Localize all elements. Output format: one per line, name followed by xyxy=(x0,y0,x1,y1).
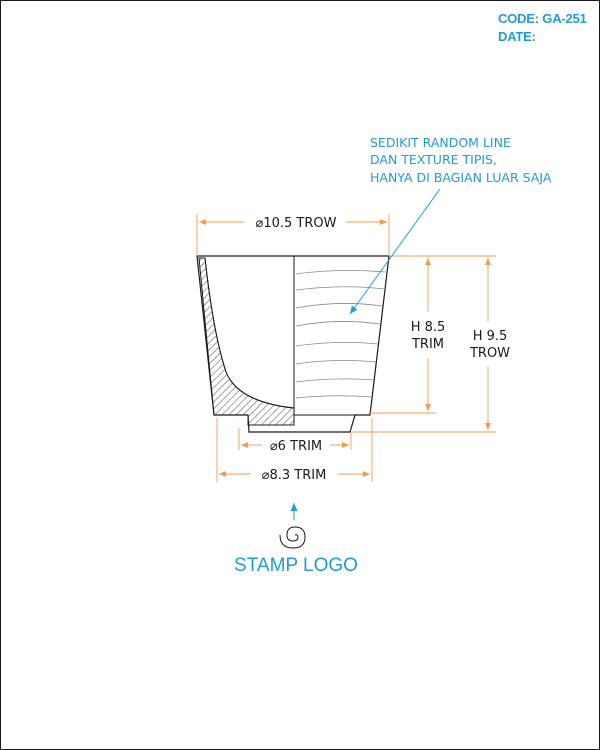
height-trow-value: H 9.5 xyxy=(473,329,508,344)
dim-height-trim xyxy=(370,255,436,414)
height-trim-value: H 8.5 xyxy=(411,320,446,335)
dim-base-diameter xyxy=(216,418,373,482)
top-diameter-label: ⌀10.5 TROW xyxy=(256,216,337,231)
foot-diameter-label: ⌀6 TRIM xyxy=(270,439,322,454)
dim-top-diameter xyxy=(196,214,390,256)
height-trim-unit: TRIM xyxy=(411,337,444,352)
note-leader-arrow xyxy=(349,188,441,315)
code-label: CODE: GA-251 xyxy=(498,11,587,26)
date-label: DATE: xyxy=(498,29,536,44)
texture-note-line-1: SEDIKIT RANDOM LINE xyxy=(370,135,511,150)
title-block: CODE: GA-251 DATE: xyxy=(498,10,594,46)
spiral-stamp-icon xyxy=(279,526,306,549)
base-diameter-label: ⌀8.3 TRIM xyxy=(262,468,327,483)
stamp-logo-label: STAMP LOGO xyxy=(234,555,358,576)
texture-note-line-3: HANYA DI BAGIAN LUAR SAJA xyxy=(370,170,552,185)
cup-profile xyxy=(196,255,390,433)
inner-bowl-line xyxy=(204,257,295,409)
dim-height-trow xyxy=(352,255,496,433)
dim-foot-diameter xyxy=(238,428,352,450)
texture-lines xyxy=(295,270,387,399)
section-wall-hatch xyxy=(198,257,295,426)
height-trow-unit: TROW xyxy=(469,346,510,361)
texture-note-line-2: DAN TEXTURE TIPIS, xyxy=(370,152,497,167)
